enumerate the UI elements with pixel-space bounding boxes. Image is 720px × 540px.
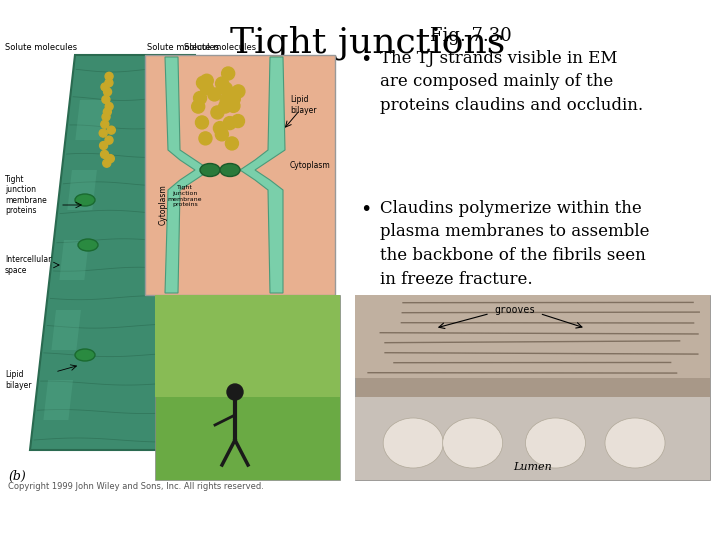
Circle shape xyxy=(208,88,221,101)
Text: Intercellular
space: Intercellular space xyxy=(5,255,51,275)
Polygon shape xyxy=(59,240,89,280)
Ellipse shape xyxy=(182,254,202,266)
Circle shape xyxy=(194,91,207,105)
Circle shape xyxy=(192,100,204,113)
Bar xyxy=(155,295,340,480)
Text: •: • xyxy=(360,200,372,219)
Polygon shape xyxy=(43,380,73,420)
Ellipse shape xyxy=(78,239,98,251)
Circle shape xyxy=(105,103,113,111)
Circle shape xyxy=(225,137,238,150)
Circle shape xyxy=(105,72,113,80)
Bar xyxy=(355,397,710,480)
Text: Claudins polymerize within the
plasma membranes to assemble
the backbone of the : Claudins polymerize within the plasma me… xyxy=(380,200,649,287)
Circle shape xyxy=(196,116,209,129)
Circle shape xyxy=(211,106,224,119)
Ellipse shape xyxy=(180,364,200,376)
Ellipse shape xyxy=(443,418,503,468)
Text: Tight
junction
membrane
proteins: Tight junction membrane proteins xyxy=(5,175,47,215)
Bar xyxy=(155,295,340,397)
Polygon shape xyxy=(68,170,97,210)
Text: Lipid
bilayer: Lipid bilayer xyxy=(290,95,317,114)
Circle shape xyxy=(227,384,243,400)
Ellipse shape xyxy=(383,418,444,468)
Circle shape xyxy=(99,129,107,137)
Circle shape xyxy=(219,100,232,113)
Text: Tight junctions: Tight junctions xyxy=(230,25,505,59)
Text: •: • xyxy=(360,50,372,69)
Circle shape xyxy=(232,114,245,127)
Polygon shape xyxy=(30,55,210,450)
Circle shape xyxy=(232,85,245,98)
Text: The TJ strands visible in EM
are composed mainly of the
proteins claudins and oc: The TJ strands visible in EM are compose… xyxy=(380,50,643,114)
Circle shape xyxy=(107,154,114,163)
Circle shape xyxy=(104,88,112,96)
Ellipse shape xyxy=(526,418,585,468)
Circle shape xyxy=(228,92,240,105)
Circle shape xyxy=(215,77,228,90)
Text: Cytoplasm: Cytoplasm xyxy=(158,185,168,225)
Circle shape xyxy=(220,93,233,106)
Circle shape xyxy=(227,99,240,112)
Text: Copyright 1999 John Wiley and Sons, Inc. All rights reserved.: Copyright 1999 John Wiley and Sons, Inc.… xyxy=(8,482,264,491)
Text: Cytoplasm: Cytoplasm xyxy=(290,160,330,170)
Text: grooves: grooves xyxy=(494,305,535,315)
Circle shape xyxy=(223,117,236,130)
Circle shape xyxy=(213,122,226,134)
Circle shape xyxy=(220,82,233,96)
Circle shape xyxy=(101,83,109,91)
Ellipse shape xyxy=(605,418,665,468)
Circle shape xyxy=(107,126,115,134)
Ellipse shape xyxy=(220,164,240,177)
Polygon shape xyxy=(165,57,210,293)
Circle shape xyxy=(102,96,110,104)
Bar xyxy=(145,55,335,295)
Circle shape xyxy=(105,79,113,87)
Ellipse shape xyxy=(75,194,95,206)
Text: Fig. 7.30: Fig. 7.30 xyxy=(430,27,512,45)
Text: Solute molecules: Solute molecules xyxy=(5,43,77,52)
Circle shape xyxy=(222,67,235,80)
Polygon shape xyxy=(240,57,285,293)
Text: (b): (b) xyxy=(8,470,26,483)
Ellipse shape xyxy=(200,164,220,177)
Circle shape xyxy=(105,136,113,144)
Bar xyxy=(355,295,710,378)
Polygon shape xyxy=(76,100,105,140)
Circle shape xyxy=(99,141,107,150)
Ellipse shape xyxy=(75,349,95,361)
Text: Lipid
bilayer: Lipid bilayer xyxy=(5,370,32,390)
Circle shape xyxy=(200,82,213,94)
Circle shape xyxy=(101,150,109,158)
Text: Lumen: Lumen xyxy=(513,462,552,472)
Circle shape xyxy=(103,108,112,116)
Circle shape xyxy=(101,120,109,129)
Circle shape xyxy=(199,132,212,145)
Circle shape xyxy=(103,159,111,167)
Text: Tight
junction
membrane
proteins: Tight junction membrane proteins xyxy=(168,185,202,207)
Text: Solute molecules: Solute molecules xyxy=(147,43,219,52)
Bar xyxy=(355,295,710,480)
Text: Solute molecules: Solute molecules xyxy=(184,43,256,52)
Circle shape xyxy=(215,128,228,141)
Ellipse shape xyxy=(180,204,200,216)
Circle shape xyxy=(200,74,213,87)
Circle shape xyxy=(197,76,210,89)
Polygon shape xyxy=(51,310,81,350)
Circle shape xyxy=(102,113,110,121)
